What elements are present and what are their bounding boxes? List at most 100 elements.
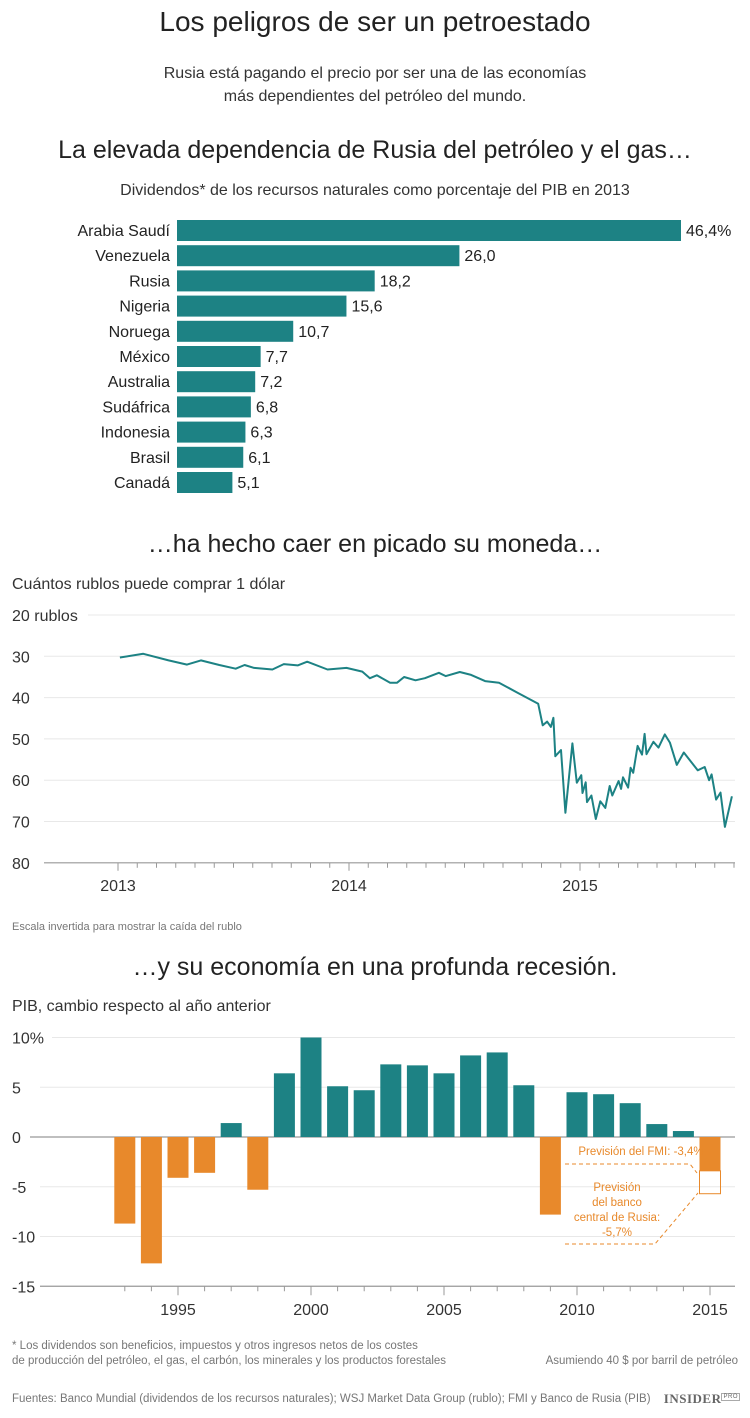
country-label: Australia [108, 374, 170, 391]
bar-australia [177, 371, 256, 393]
country-label: Indonesia [101, 425, 170, 442]
y-tick-label: 40 [12, 691, 30, 708]
country-label: Sudáfrica [102, 399, 170, 416]
x-tick-label: 2010 [559, 1302, 595, 1319]
gdp-bar-2014 [672, 1131, 694, 1137]
x-tick-label: 2014 [331, 878, 367, 895]
page-title: Los peligros de ser un petroestado [159, 6, 591, 37]
country-label: Noruega [109, 324, 170, 341]
gdp-bar-1998 [247, 1137, 269, 1190]
gdp-bar-2010 [566, 1092, 588, 1137]
value-label: 5,1 [237, 475, 259, 492]
country-label: Arabia Saudí [77, 223, 170, 240]
country-label: Canadá [114, 475, 170, 492]
logo-text: INSIDER [663, 1391, 722, 1406]
value-label: 7,2 [260, 374, 282, 391]
insider-pro-logo: INSIDER PRO [664, 1391, 740, 1407]
logo-badge: PRO [721, 1392, 740, 1401]
bar-rusia [177, 270, 375, 292]
gdp-bar-1995 [167, 1137, 189, 1178]
gdp-bar-1994 [140, 1137, 162, 1264]
gdp-bar-1996 [194, 1137, 216, 1173]
footnote-line-1: * Los dividendos son beneficios, impuest… [12, 1340, 418, 1352]
value-label: 46,4% [686, 223, 731, 240]
y-tick-label: 80 [12, 856, 30, 873]
cbr-forecast-label: del banco [592, 1197, 642, 1209]
value-label: 15,6 [351, 299, 382, 316]
y-tick-label: 20 rublos [12, 608, 78, 625]
bar-venezuela [177, 245, 460, 267]
imf-leader-line [565, 1163, 698, 1174]
bar-sudáfrica [177, 396, 251, 418]
value-label: 6,8 [256, 399, 278, 416]
x-tick-label: 1995 [160, 1302, 196, 1319]
y-tick-label: 0 [12, 1130, 21, 1147]
cbr-forecast-label: central de Rusia: [574, 1212, 660, 1224]
gdp-bar-2005 [433, 1073, 455, 1137]
gdp-bar-2012 [619, 1103, 641, 1137]
gdp-bar-2000 [300, 1037, 322, 1137]
country-label: Brasil [130, 450, 170, 467]
y-tick-label: -15 [12, 1279, 35, 1296]
gdp-bar-2015 [699, 1137, 721, 1171]
section-1-caption: Dividendos* de los recursos naturales co… [120, 182, 630, 199]
x-tick-label: 2000 [293, 1302, 329, 1319]
ruble-line [119, 652, 733, 828]
country-label: Rusia [129, 273, 170, 290]
gdp-bar-2013 [646, 1124, 668, 1137]
bar-méxico [177, 346, 261, 367]
cbr-forecast-outline [699, 1170, 721, 1195]
gdp-bar-1993 [114, 1137, 136, 1224]
x-tick-label: 2005 [426, 1302, 462, 1319]
cbr-forecast-label: Previsión [593, 1182, 640, 1194]
bar-brasil [177, 446, 244, 468]
bar-nigeria [177, 295, 347, 317]
imf-forecast-label: Previsión del FMI: -3,4% [578, 1146, 703, 1158]
gdp-bar-2003 [380, 1064, 402, 1137]
value-label: 26,0 [464, 248, 495, 265]
section-2-caption: Cuántos rublos puede comprar 1 dólar [12, 576, 286, 593]
gdp-bar-2002 [353, 1090, 375, 1137]
y-tick-label: 60 [12, 773, 30, 790]
x-tick-label: 2015 [692, 1302, 728, 1319]
value-label: 10,7 [298, 324, 329, 341]
oil-price-assumption: Asumiendo 40 $ por barril de petróleo [545, 1355, 738, 1367]
gdp-bar-1999 [273, 1073, 295, 1137]
cbr-leader-line [565, 1192, 699, 1245]
y-tick-label: -5 [12, 1180, 26, 1197]
value-label: 7,7 [266, 349, 288, 366]
gdp-bar-2009 [539, 1137, 561, 1215]
country-label: México [119, 349, 170, 366]
y-tick-label: 70 [12, 815, 30, 832]
value-label: 6,3 [250, 425, 272, 442]
sources: Fuentes: Banco Mundial (dividendos de lo… [12, 1393, 651, 1405]
footnote-line-2: de producción del petróleo, el gas, el c… [12, 1355, 447, 1367]
country-label: Nigeria [119, 299, 170, 316]
y-tick-label: 5 [12, 1080, 21, 1097]
value-label: 6,1 [248, 450, 270, 467]
section-3-heading: …y su economía en una profunda recesión. [132, 953, 618, 981]
bar-arabia-saudí [177, 220, 681, 241]
x-tick-label: 2015 [562, 878, 598, 895]
section-2-heading: …ha hecho caer en picado su moneda… [147, 530, 603, 558]
inverted-scale-note: Escala invertida para mostrar la caída d… [12, 921, 242, 933]
y-tick-label: -10 [12, 1230, 35, 1247]
bar-canadá [177, 472, 233, 493]
y-tick-label: 30 [12, 649, 30, 666]
gdp-bar-1997 [220, 1123, 242, 1137]
bar-noruega [177, 320, 294, 342]
gdp-bar-2006 [460, 1055, 482, 1137]
section-1-heading: La elevada dependencia de Rusia del petr… [58, 136, 692, 164]
y-tick-label: 10% [12, 1031, 44, 1048]
bar-indonesia [177, 421, 246, 443]
gdp-bar-2011 [593, 1094, 615, 1137]
subtitle-line-1: Rusia está pagando el precio por ser una… [163, 65, 587, 82]
gdp-bar-2008 [513, 1085, 535, 1137]
x-tick-label: 2013 [100, 878, 136, 895]
y-tick-label: 50 [12, 732, 30, 749]
gdp-bar-2004 [406, 1065, 428, 1137]
value-label: 18,2 [380, 273, 411, 290]
gdp-bar-2007 [486, 1052, 508, 1137]
section-3-caption: PIB, cambio respecto al año anterior [12, 998, 271, 1015]
